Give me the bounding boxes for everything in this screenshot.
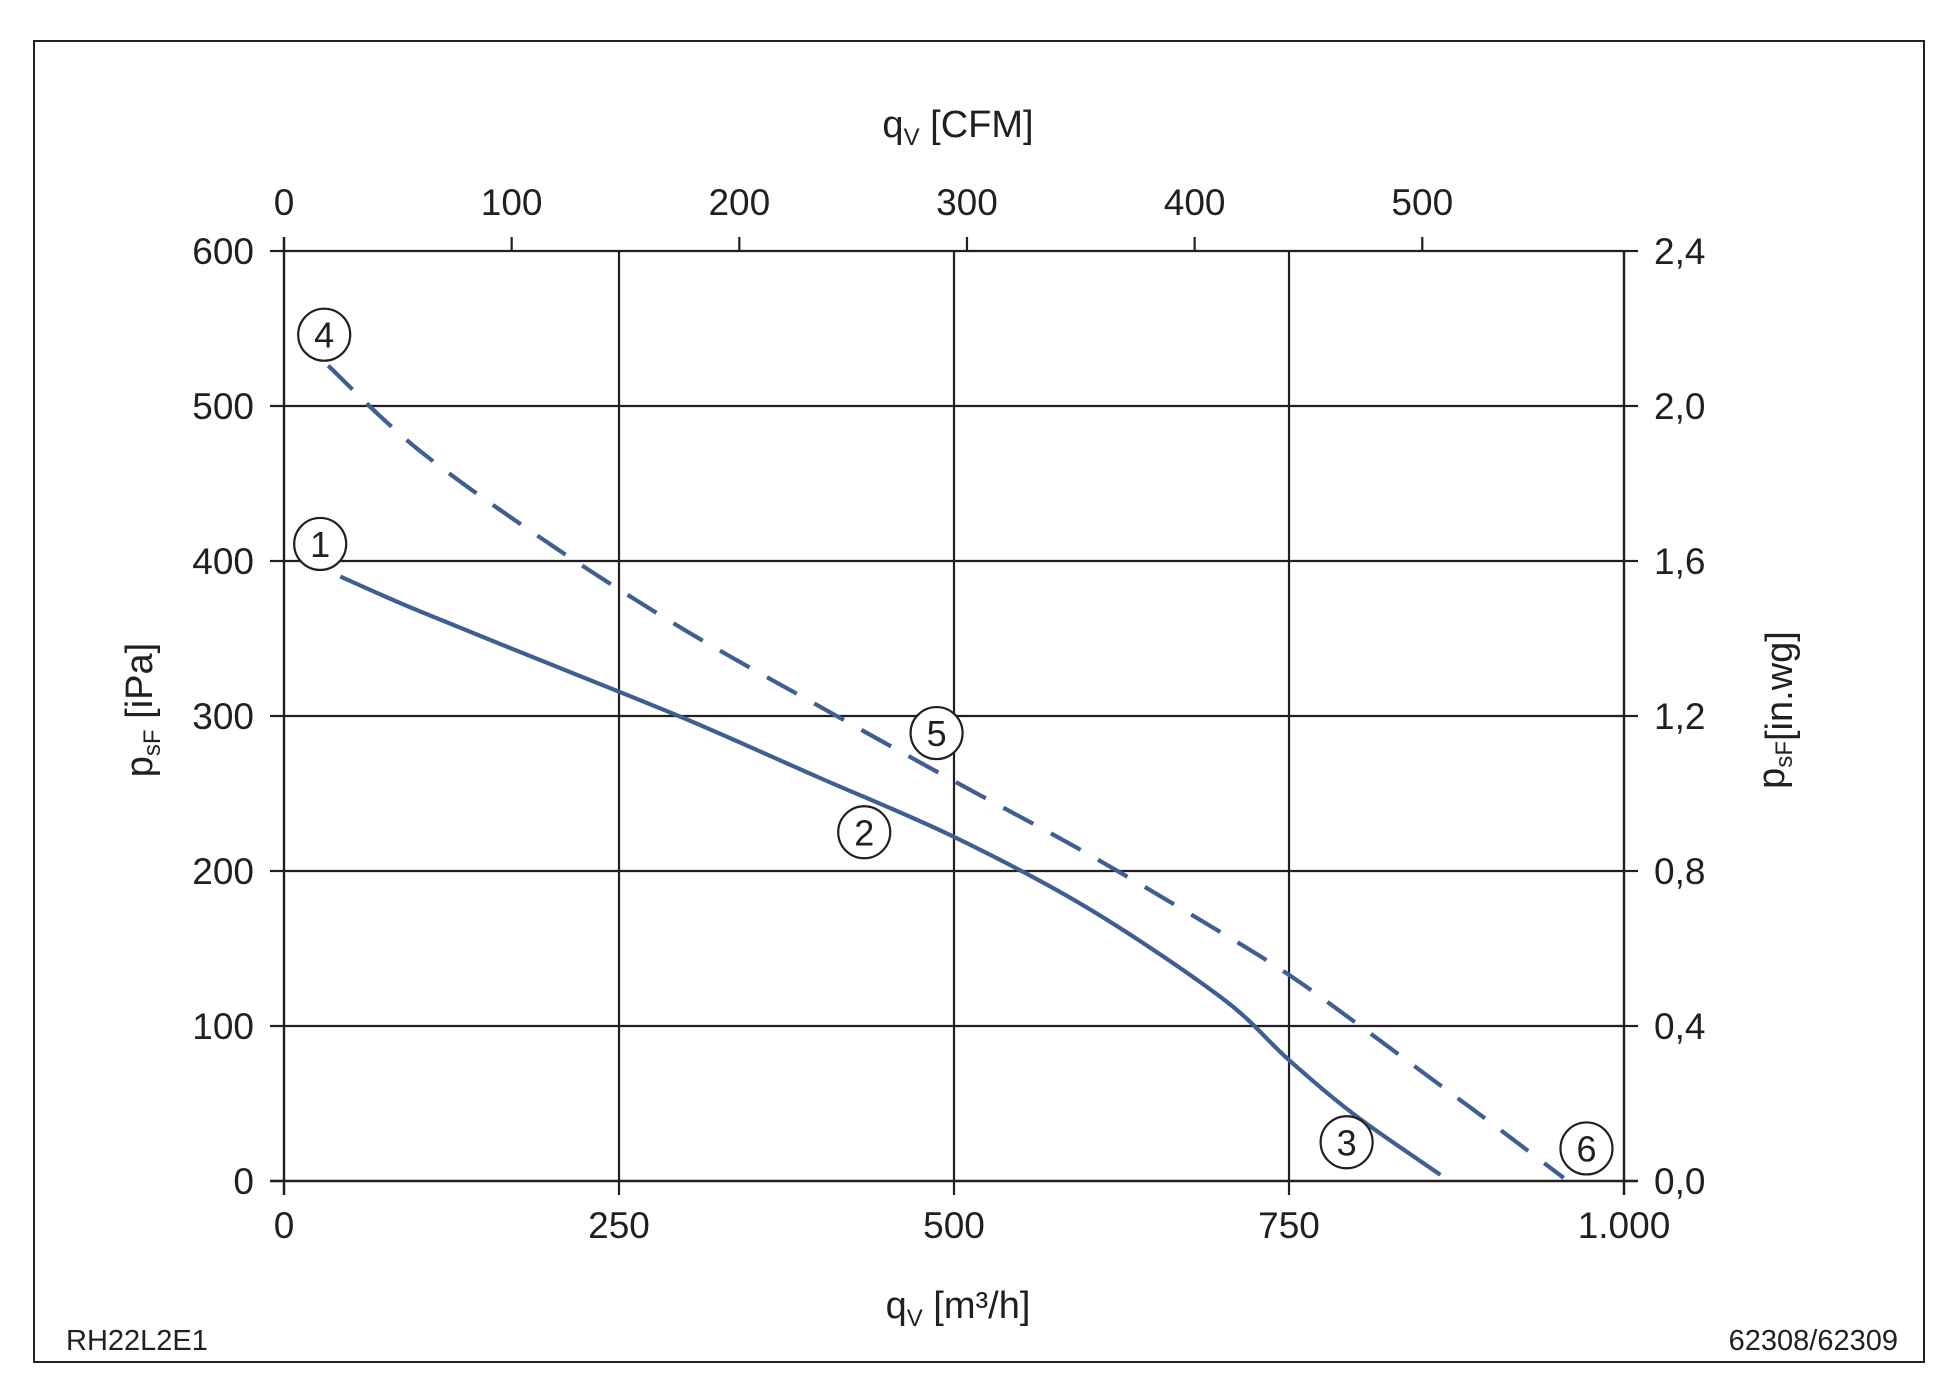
footer-left-label: RH22L2E1 (66, 1325, 208, 1357)
marker-label: 1 (310, 524, 330, 565)
marker-label: 2 (854, 812, 874, 853)
curve-marker-1: 1 (293, 516, 348, 572)
marker-circle (1319, 1115, 1374, 1170)
x-top-tick-label: 300 (936, 182, 998, 223)
x-top-tick-label: 200 (708, 182, 770, 223)
x-top-tick-label: 500 (1391, 182, 1453, 223)
y-right-tick-label: 0,0 (1654, 1161, 1705, 1202)
curve-marker-3: 3 (1319, 1115, 1374, 1170)
y-right-tick-label: 0,4 (1654, 1006, 1705, 1047)
grid-lines (284, 249, 1624, 1181)
footer-right-label: 62308/62309 (1729, 1325, 1898, 1357)
x-bottom-tick-label: 0 (274, 1205, 295, 1246)
curve-marker-5: 5 (909, 705, 964, 761)
y-left-tick-label: 400 (192, 541, 254, 582)
marker-circle (909, 705, 964, 761)
marker-circle (297, 307, 352, 362)
curve-marker-6: 6 (1559, 1121, 1614, 1176)
y-right-tick-label: 1,2 (1654, 696, 1705, 737)
y-left-tick-label: 300 (192, 696, 254, 737)
x-bottom-tick-label: 750 (1258, 1205, 1320, 1246)
marker-circle (293, 516, 348, 572)
y-left-tick-label: 200 (192, 851, 254, 892)
x-top-tick-label: 400 (1164, 182, 1226, 223)
x-bottom-tick-label: 250 (588, 1205, 650, 1246)
x-axis-top-title: qV [CFM] (882, 104, 1033, 151)
y-axis-right-title: psF[in.wg] (1751, 631, 1801, 789)
x-top-tick-label: 100 (481, 182, 543, 223)
marker-label: 4 (314, 315, 334, 356)
x-bottom-tick-label: 1.000 (1578, 1205, 1671, 1246)
x-bottom-tick-label: 500 (923, 1205, 985, 1246)
chart-frame (33, 40, 1925, 1363)
y-right-tick-label: 0,8 (1654, 851, 1705, 892)
y-right-tick-label: 2,4 (1654, 231, 1705, 272)
marker-label: 5 (927, 713, 947, 754)
y-right-tick-label: 2,0 (1654, 386, 1705, 427)
y-right-tick-label: 1,6 (1654, 541, 1705, 582)
marker-circle (837, 805, 892, 860)
curve-marker-2: 2 (837, 805, 892, 860)
axes (270, 237, 1638, 1195)
y-left-tick-label: 0 (233, 1161, 254, 1202)
marker-label: 3 (1337, 1122, 1357, 1163)
y-left-tick-label: 100 (192, 1006, 254, 1047)
x-top-tick-label: 0 (274, 182, 295, 223)
solid-curve (339, 574, 1442, 1177)
marker-circle (1559, 1121, 1614, 1176)
curve-markers: 1 2 3 4 5 6 (293, 307, 1614, 1176)
y-left-tick-label: 500 (192, 386, 254, 427)
y-axis-left-title: psF [iPa] (119, 643, 166, 777)
y-left-tick-label: 600 (192, 231, 254, 272)
dashed-curve (326, 364, 1565, 1180)
marker-label: 6 (1576, 1128, 1596, 1169)
curve-marker-4: 4 (297, 307, 352, 362)
data-series (326, 364, 1565, 1180)
x-axis-bottom-title: qV [m³/h] (886, 1285, 1031, 1332)
